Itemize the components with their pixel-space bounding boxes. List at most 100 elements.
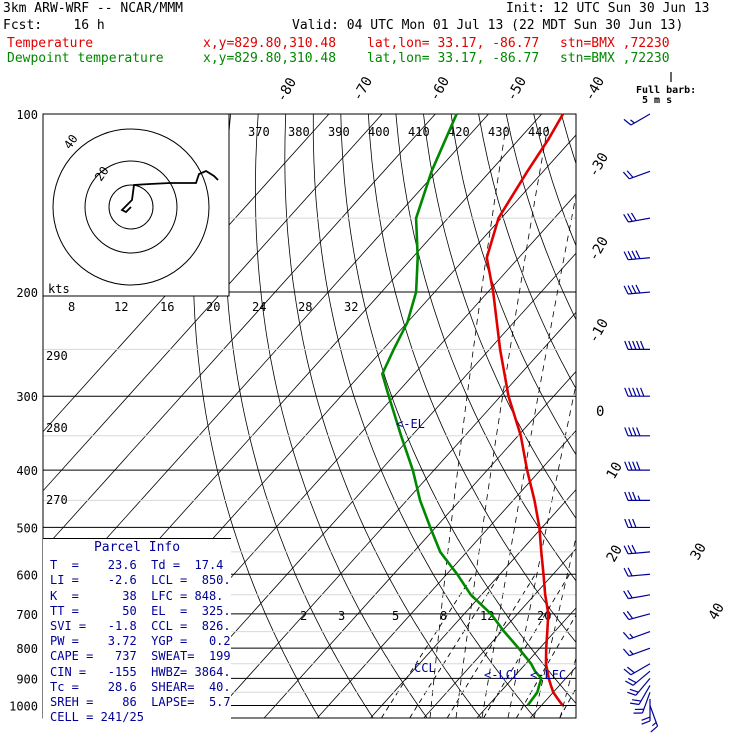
- theta-label: 280: [46, 421, 68, 435]
- dewpoint-profile: [381, 113, 543, 707]
- hodograph-ring: [108, 184, 154, 230]
- hodograph-ring-label: 20: [92, 164, 112, 184]
- wind-barb: [624, 340, 650, 350]
- parcel-info-row: Tc = 28.6 SHEAR= 40.: [50, 679, 231, 694]
- pressure-label: 500: [16, 521, 38, 535]
- dry-adiabat-line: [727, 114, 740, 718]
- dry-adiabat-line: [644, 114, 740, 718]
- dry-adiabat-line: [616, 114, 740, 718]
- pressure-label: 1000: [9, 699, 38, 713]
- dewpoint-legend: Dewpoint temperature: [7, 51, 164, 66]
- hodograph-ring: [84, 160, 178, 254]
- moist-adiabat-line: [429, 126, 507, 718]
- dry-adiabat-line: [560, 114, 576, 165]
- dry-adiabat-lines: [192, 114, 740, 718]
- wind-barb: [627, 678, 651, 696]
- hodograph-speed-tick: 12: [114, 300, 128, 314]
- isotherm-label: -80: [274, 75, 301, 105]
- wind-barb: [623, 663, 651, 676]
- wind-barb: [624, 461, 650, 471]
- isotherm-label: 0: [596, 404, 604, 420]
- moist-adiabat-line: [559, 656, 576, 718]
- isotherm-line: [157, 252, 576, 718]
- moist-adiabat-line: [533, 535, 576, 718]
- wind-barb: [649, 705, 659, 733]
- isotherm-label: -70: [350, 74, 377, 104]
- wind-barb: [622, 610, 651, 621]
- dry-adiabat-line: [423, 114, 576, 520]
- wind-barb: [641, 698, 651, 725]
- theta-label: 370: [248, 125, 270, 139]
- isotherm-line: [43, 114, 489, 610]
- wind-barb: [633, 692, 651, 714]
- isotherm-label: -50: [504, 74, 531, 104]
- valid-time: Valid: 04 UTC Mon 01 Jul 13 (22 MDT Sun …: [292, 18, 684, 33]
- annotation-label: CCL: [414, 661, 436, 675]
- isotherm-line: [690, 114, 740, 718]
- sounding-profiles: [381, 113, 565, 707]
- moist-adiabat-line: [455, 126, 549, 718]
- isotherm-line: [263, 370, 576, 718]
- dry-adiabat-line: [450, 114, 576, 456]
- isotherm-label: 10: [604, 459, 626, 482]
- isotherm-label: -40: [582, 74, 609, 104]
- isotherm-line: [529, 666, 576, 718]
- dry-adiabat-line: [589, 114, 740, 718]
- moist-adiabat-line: [481, 193, 576, 718]
- isotherm-label: 30: [688, 540, 710, 563]
- parcel-info-row: TT = 50 EL = 325.: [50, 603, 231, 618]
- hodograph-ring: [52, 128, 210, 286]
- mixing-ratio-line: [446, 574, 536, 718]
- parcel-info-row: LI = -2.6 LCL = 850.: [50, 573, 231, 588]
- dry-adiabat-line: [224, 114, 374, 718]
- isotherm-label: 20: [604, 542, 626, 565]
- temperature-latlon: lat,lon= 33.17, -86.77: [367, 36, 540, 51]
- wind-barb: [624, 387, 650, 397]
- mixing-ratio-lines: [381, 126, 576, 718]
- temperature-profile: [485, 113, 565, 707]
- parcel-info-panel: Parcel Info T = 23.6 Td = 17.4 LI = -2.6 …: [43, 538, 231, 734]
- isotherm-line: [370, 489, 576, 718]
- dry-adiabat-line: [312, 114, 536, 718]
- barb-legend-title: Full barb:: [636, 85, 696, 96]
- hodograph-speed-tick: 20: [206, 300, 220, 314]
- wind-barb: [623, 544, 651, 555]
- hodograph-speed-tick: 32: [344, 300, 358, 314]
- barb-legend-value: 5 m s: [642, 95, 672, 106]
- parcel-info-row: SREH = 86 LAPSE= 5.7: [50, 695, 231, 710]
- dewpoint-latlon: lat,lon= 33.17, -86.77: [367, 51, 540, 66]
- mixing-ratio-line: [409, 574, 501, 718]
- wind-barb: [623, 113, 651, 126]
- annotation-label: <-LCL: [484, 668, 520, 682]
- wind-barb: [623, 567, 651, 577]
- parcel-info-row: CELL = 241/25: [50, 710, 144, 725]
- dewpoint-xy: x,y=829.80,310.48: [203, 51, 337, 66]
- isotherm-line: [43, 114, 383, 492]
- temperature-stn: stn=BMX ,72230: [560, 36, 670, 51]
- wind-barb: [623, 589, 651, 600]
- isotherm-line: [43, 114, 330, 433]
- theta-label: 290: [46, 349, 68, 363]
- mixing-ratio-label: 2: [300, 609, 307, 623]
- wind-barb: [622, 170, 651, 180]
- dry-adiabat-line: [505, 114, 576, 321]
- dry-adiabat-line: [284, 114, 482, 718]
- wind-barb: [624, 427, 650, 437]
- isotherm-line: [423, 548, 576, 718]
- wind-barb: [624, 670, 651, 686]
- isotherm-line: [317, 429, 576, 718]
- mixing-ratio-label: 3: [338, 609, 345, 623]
- hodograph-ring-label: 40: [61, 132, 81, 152]
- pressure-label: 200: [16, 286, 38, 300]
- theta-label: 430: [488, 125, 510, 139]
- pressure-label: 400: [16, 464, 38, 478]
- isotherm-label: -30: [586, 150, 613, 180]
- hodograph-speed-tick: 24: [252, 300, 266, 314]
- wind-barb: [623, 284, 651, 295]
- pressure-label: 700: [16, 608, 38, 622]
- mixing-ratio-label: 5: [392, 609, 399, 623]
- parcel-info-row: SVI = -1.8 CCL = 826.: [50, 619, 231, 634]
- isotherm-label: -10: [586, 316, 613, 346]
- pressure-label: 100: [16, 108, 38, 122]
